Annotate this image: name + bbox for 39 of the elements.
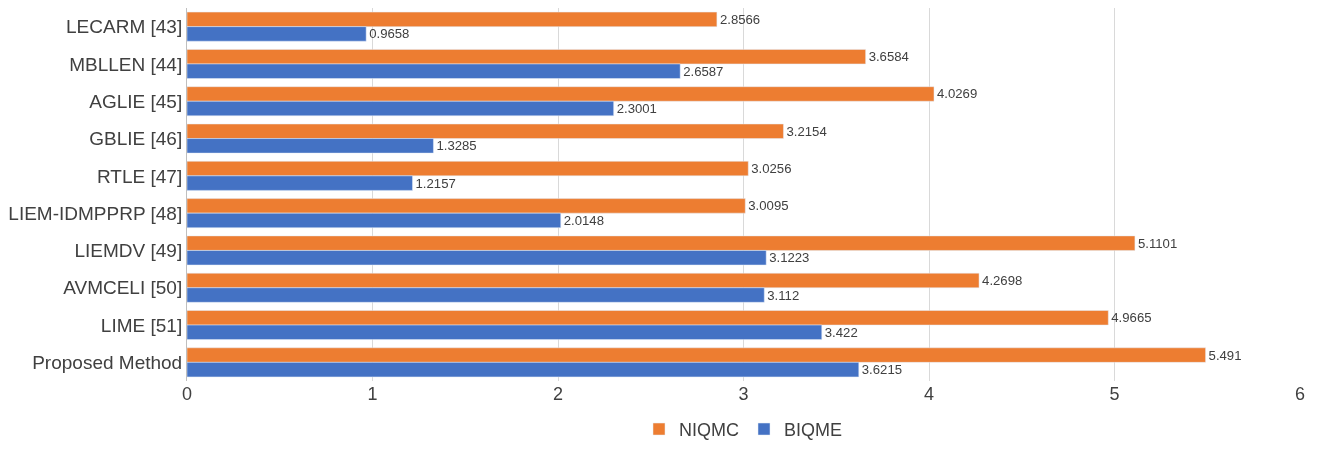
y-tick-label: MBLLEN [44] — [69, 53, 183, 75]
data-label: 3.2154 — [786, 123, 827, 139]
y-tick-label: AGLIE [45] — [89, 90, 183, 112]
data-label: 4.9665 — [1111, 310, 1152, 326]
data-label: 0.9658 — [369, 26, 410, 42]
y-tick-label: LIEMDV [49] — [74, 240, 183, 262]
y-tick-label: LIME [51] — [100, 314, 183, 336]
data-label: 3.6215 — [861, 362, 903, 378]
x-tick-label: 0 — [181, 384, 193, 404]
x-tick-label: 6 — [1294, 384, 1306, 404]
data-label: 4.0269 — [937, 86, 978, 102]
data-label: 1.2157 — [415, 175, 456, 191]
y-tick-label: Proposed Method — [32, 352, 183, 373]
data-label: 2.3001 — [616, 101, 657, 117]
data-label: 5.1101 — [1137, 235, 1178, 251]
data-label: 3.1223 — [769, 250, 810, 266]
data-label: 3.0256 — [751, 161, 792, 177]
y-tick-label: GBLIE [46] — [89, 128, 183, 150]
x-tick-label: 1 — [367, 384, 378, 404]
x-tick-label: 2 — [552, 384, 564, 404]
y-tick-label: RTLE [47] — [97, 165, 183, 187]
x-tick-label: 3 — [738, 384, 749, 404]
x-tick-label: 5 — [1109, 384, 1120, 404]
data-label: 2.0148 — [563, 212, 605, 228]
data-label: 2.6587 — [683, 63, 724, 79]
data-label: 3.0095 — [748, 198, 789, 214]
y-tick-label: LIEM-IDMPPRP [48] — [8, 202, 183, 224]
data-label: 3.112 — [767, 287, 800, 303]
data-label: 3.422 — [824, 324, 858, 340]
data-label: 5.491 — [1208, 347, 1242, 363]
x-tick-label: 4 — [923, 384, 935, 404]
legend-label: BIQME — [784, 420, 843, 441]
data-label: 1.3285 — [436, 138, 477, 154]
data-label: 3.6584 — [868, 49, 909, 65]
data-label: 2.8566 — [719, 11, 761, 27]
data-label: 4.2698 — [982, 272, 1023, 288]
y-tick-label: LECARM [43] — [66, 16, 183, 38]
legend-label: NIQMC — [679, 420, 739, 441]
y-tick-label: AVMCELI [50] — [63, 277, 183, 299]
